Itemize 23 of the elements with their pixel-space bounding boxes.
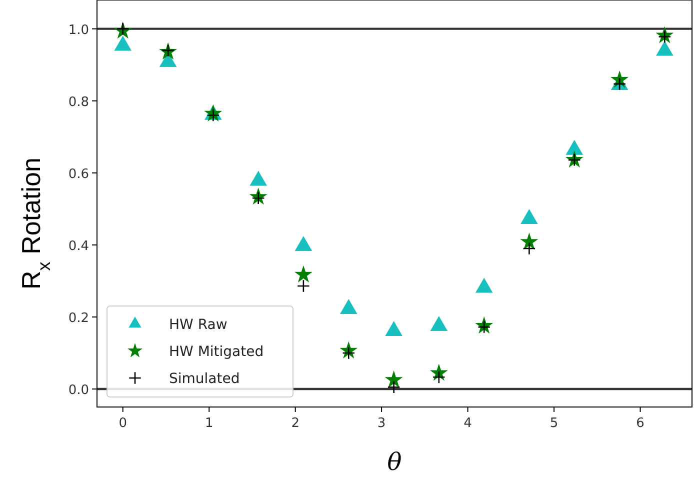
x-tick-label: 4 <box>464 416 472 431</box>
y-tick-label: 0.8 <box>68 94 89 110</box>
point <box>520 232 538 250</box>
y-tick-label: 1.0 <box>68 22 89 38</box>
legend-label: HW Raw <box>169 317 228 333</box>
x-tick-label: 1 <box>204 416 214 431</box>
legend-label: Simulated <box>169 371 240 387</box>
y-tick-label: 0.6 <box>68 166 89 182</box>
x-axis-title: θ <box>387 448 402 476</box>
legend-label: HW Mitigated <box>169 344 264 360</box>
point <box>294 265 312 282</box>
x-tick-label: 0 <box>118 416 128 431</box>
y-tick-label: 0.0 <box>68 382 89 398</box>
point <box>384 370 403 388</box>
x-tick-label: 2 <box>291 416 300 431</box>
y-tick-label: 0.4 <box>68 238 89 254</box>
point <box>387 380 400 394</box>
x-tick-label: 5 <box>550 416 558 431</box>
x-tick-label: 6 <box>636 416 644 431</box>
x-tick-label: 3 <box>377 416 386 431</box>
point <box>296 279 310 292</box>
y-tick-label: 0.2 <box>68 310 89 326</box>
point <box>522 242 536 256</box>
